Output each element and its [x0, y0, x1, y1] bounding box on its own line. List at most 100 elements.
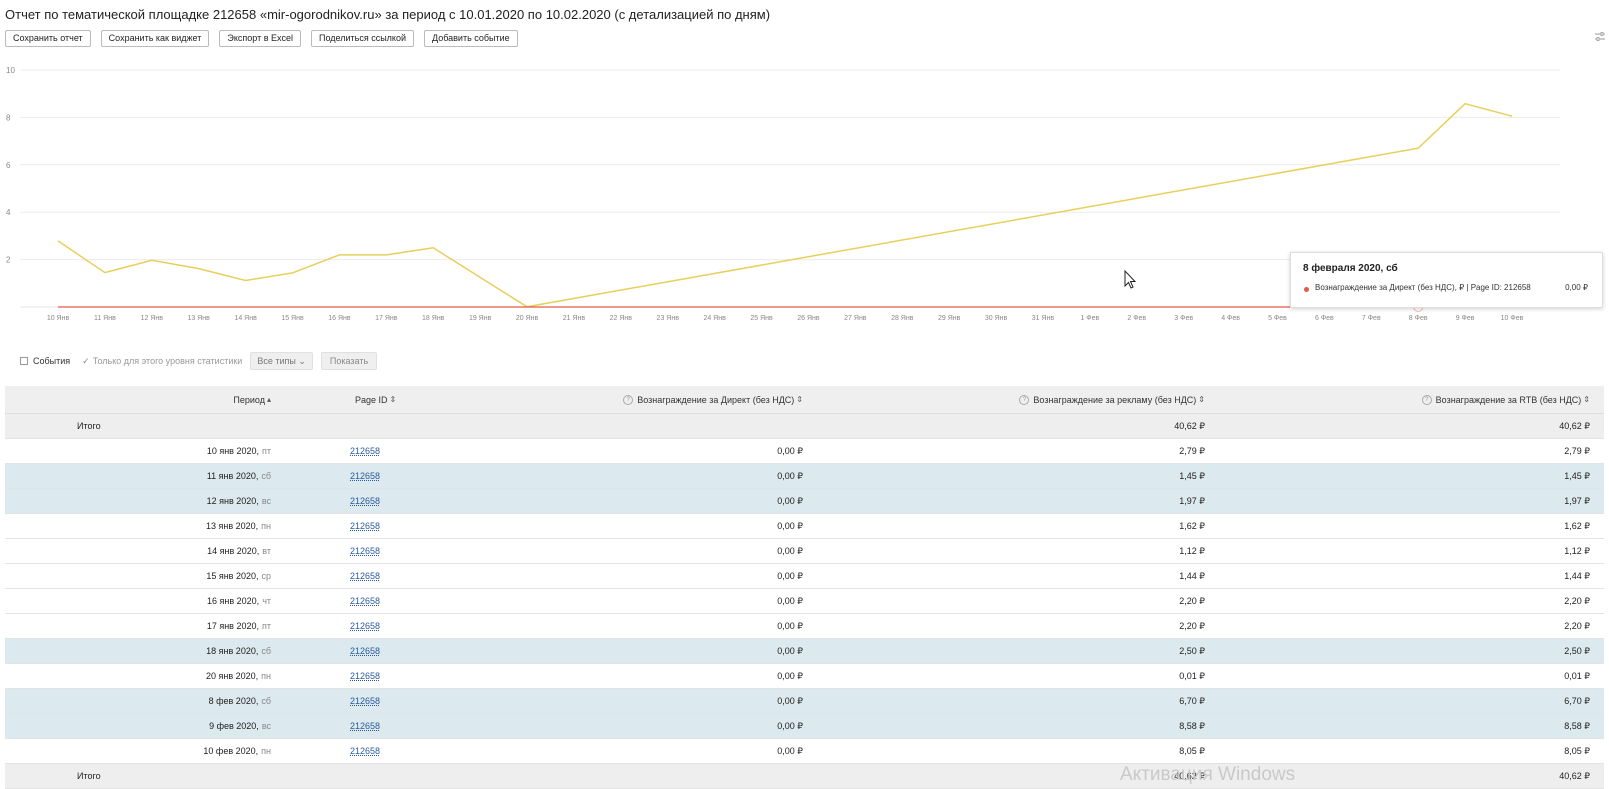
tooltip-series-dot: [1304, 287, 1309, 292]
event-types-value: Все типы: [257, 356, 296, 366]
table-header: Период▴ Page ID⇕ ? Вознаграждение за Дире…: [5, 386, 1604, 414]
row-period: 9 фев 2020,вс: [5, 714, 271, 738]
x-tick-label: 20 Янв: [516, 315, 539, 322]
page-id-link[interactable]: 212658: [350, 571, 380, 581]
page-id-link[interactable]: 212658: [350, 446, 380, 456]
x-tick-label: 15 Янв: [281, 315, 304, 322]
row-period: 11 янв 2020,сб: [5, 464, 271, 488]
row-date: 18 янв 2020,: [206, 646, 258, 656]
row-ad-value: 8,05 ₽: [1005, 739, 1205, 763]
page-id-link[interactable]: 212658: [350, 646, 380, 656]
total-rtb-value: 40,62 ₽: [1365, 414, 1590, 438]
total-label: Итого: [77, 414, 101, 438]
total-row-top: Итого 40,62 ₽ 40,62 ₽: [5, 414, 1604, 439]
add-event-button[interactable]: Добавить событие: [424, 30, 518, 47]
checkmark-icon[interactable]: ✓: [82, 356, 90, 367]
x-tick-label: 21 Янв: [563, 315, 586, 322]
sort-icon: ⇕: [796, 395, 803, 404]
row-page-id: 212658: [350, 664, 410, 688]
header-period[interactable]: Период▴: [5, 386, 271, 413]
page-id-link[interactable]: 212658: [350, 521, 380, 531]
row-date: 10 янв 2020,: [207, 446, 259, 456]
share-link-button[interactable]: Поделиться ссылкой: [311, 30, 414, 47]
row-page-id: 212658: [350, 439, 410, 463]
x-tick-label: 2 Фев: [1127, 315, 1146, 322]
header-ad[interactable]: ?Вознаграждение за рекламу (без НДС)⇕: [1005, 386, 1205, 413]
row-page-id: 212658: [350, 639, 410, 663]
x-tick-label: 8 Фев: [1409, 315, 1428, 322]
sliders-icon[interactable]: [1594, 31, 1606, 43]
x-tick-label: 14 Янв: [234, 315, 257, 322]
chart-tooltip: 8 февраля 2020, сб Вознаграждение за Дир…: [1290, 252, 1603, 308]
events-label: События: [33, 356, 70, 366]
row-direct-value: 0,00 ₽: [605, 714, 803, 738]
question-circle-icon[interactable]: ?: [1019, 395, 1029, 405]
page-id-link[interactable]: 212658: [350, 496, 380, 506]
report-title: Отчет по тематической площадке 212658 «m…: [5, 7, 770, 22]
report-table: Период▴ Page ID⇕ ? Вознаграждение за Дире…: [5, 386, 1604, 789]
page-id-link[interactable]: 212658: [350, 746, 380, 756]
x-tick-label: 9 Фев: [1456, 315, 1475, 322]
row-ad-value: 2,79 ₽: [1005, 439, 1205, 463]
x-tick-label: 26 Янв: [797, 315, 820, 322]
row-ad-value: 8,58 ₽: [1005, 714, 1205, 738]
row-ad-value: 1,97 ₽: [1005, 489, 1205, 513]
page-id-link[interactable]: 212658: [350, 696, 380, 706]
row-weekday: вс: [262, 721, 271, 731]
row-direct-value: 0,00 ₽: [605, 564, 803, 588]
row-date: 10 фев 2020,: [203, 746, 258, 756]
chevron-down-icon: ⌄: [298, 356, 306, 366]
export-excel-button[interactable]: Экспорт в Excel: [219, 30, 301, 47]
page-id-link[interactable]: 212658: [350, 721, 380, 731]
x-tick-label: 1 Фев: [1080, 315, 1099, 322]
save-widget-button[interactable]: Сохранить как виджет: [101, 30, 210, 47]
row-direct-value: 0,00 ₽: [605, 439, 803, 463]
events-checkbox[interactable]: [20, 357, 28, 365]
row-page-id: 212658: [350, 489, 410, 513]
page-id-link[interactable]: 212658: [350, 596, 380, 606]
header-rtb[interactable]: ?Вознаграждение за RTB (без НДС)⇕: [1365, 386, 1590, 413]
row-weekday: пт: [262, 621, 271, 631]
row-ad-value: 1,44 ₽: [1005, 564, 1205, 588]
page-id-link[interactable]: 212658: [350, 546, 380, 556]
row-rtb-value: 1,44 ₽: [1365, 564, 1590, 588]
page-id-link[interactable]: 212658: [350, 621, 380, 631]
x-tick-label: 23 Янв: [657, 315, 680, 322]
page-id-link[interactable]: 212658: [350, 471, 380, 481]
row-period: 14 янв 2020,вт: [5, 539, 271, 563]
row-weekday: сб: [261, 646, 271, 656]
header-direct-label: Вознаграждение за Директ (без НДС): [637, 395, 794, 405]
x-tick-label: 17 Янв: [375, 315, 398, 322]
row-page-id: 212658: [350, 614, 410, 638]
row-rtb-value: 2,20 ₽: [1365, 614, 1590, 638]
sort-icon: ⇕: [390, 395, 397, 404]
row-weekday: ср: [261, 571, 271, 581]
x-tick-label: 27 Янв: [844, 315, 867, 322]
header-page-id[interactable]: Page ID⇕: [355, 386, 415, 413]
x-tick-label: 4 Фев: [1221, 315, 1240, 322]
save-report-button[interactable]: Сохранить отчет: [5, 30, 91, 47]
row-date: 20 янв 2020,: [206, 671, 258, 681]
total-rtb-value: 40,62 ₽: [1365, 764, 1590, 788]
x-tick-label: 25 Янв: [750, 315, 773, 322]
only-level-label: Только для этого уровня статистики: [93, 356, 243, 366]
x-tick-label: 11 Янв: [94, 315, 116, 322]
page-id-link[interactable]: 212658: [350, 671, 380, 681]
header-direct[interactable]: ? Вознаграждение за Директ (без НДС)⇕: [605, 386, 803, 413]
show-button[interactable]: Показать: [321, 352, 377, 370]
row-direct-value: 0,00 ₽: [605, 514, 803, 538]
x-tick-label: 24 Янв: [703, 315, 726, 322]
x-tick-label: 29 Янв: [938, 315, 961, 322]
question-circle-icon[interactable]: ?: [623, 395, 633, 405]
x-tick-label: 13 Янв: [188, 315, 211, 322]
row-period: 17 янв 2020,пт: [5, 614, 271, 638]
tooltip-title: 8 февраля 2020, сб: [1303, 263, 1398, 274]
row-ad-value: 2,20 ₽: [1005, 589, 1205, 613]
event-types-select[interactable]: Все типы ⌄: [250, 352, 313, 370]
question-circle-icon[interactable]: ?: [1422, 395, 1432, 405]
